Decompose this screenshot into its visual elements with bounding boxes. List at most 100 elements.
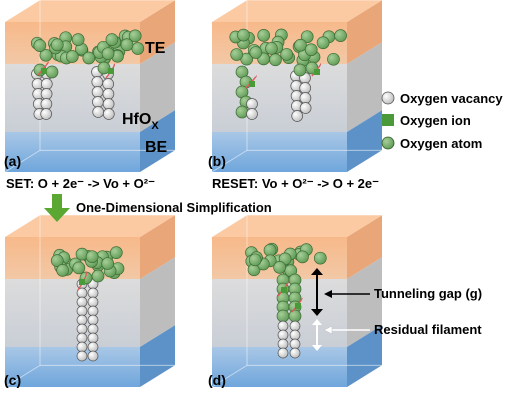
tunneling-gap-arrowhead-bottom	[311, 309, 323, 316]
oxygen-atom	[304, 43, 318, 57]
oxygen-atom	[101, 257, 115, 270]
oxygen-atom	[280, 48, 294, 61]
oxygen-atom	[288, 309, 302, 323]
top-electrode-side	[347, 0, 382, 65]
legend-label-oxygen-vacancy: Oxygen vacancy	[400, 91, 503, 106]
oxygen-vacancy	[87, 323, 99, 335]
oxygen-vacancy	[246, 98, 258, 110]
oxygen-atom	[230, 48, 244, 61]
oxide-side	[347, 42, 382, 132]
bottom-electrode-side	[347, 110, 382, 172]
oxygen-atom	[249, 46, 263, 59]
oxygen-ion-icon	[382, 114, 394, 126]
oxygen-vacancy	[289, 338, 301, 350]
oxygen-vacancy	[76, 314, 88, 326]
back-edge	[211, 364, 248, 388]
oxygen-vacancy	[87, 332, 99, 344]
oxygen-atom	[248, 253, 262, 267]
legend-label-oxygen-ion: Oxygen ion	[400, 113, 471, 128]
tunneling-gap-label: Tunneling gap (g)	[374, 286, 482, 301]
tunneling-gap-arrowhead-top	[311, 268, 323, 275]
oxygen-vacancy	[76, 332, 88, 344]
oxygen-atom	[316, 36, 330, 50]
oxygen-atom	[56, 264, 69, 277]
oxide-side	[347, 257, 382, 347]
oxygen-ion	[41, 68, 47, 74]
oxygen-atom	[72, 261, 86, 275]
oxygen-atom	[265, 42, 278, 55]
ion-migration-link	[77, 271, 88, 291]
oxygen-vacancy	[40, 88, 53, 100]
back-edge	[4, 149, 41, 173]
bottom-electrode-front	[212, 132, 347, 172]
oxygen-vacancy-icon	[381, 91, 395, 105]
top-electrode-side	[140, 215, 175, 279]
reset-equation: RESET: Vo + O²⁻ -> O + 2e⁻	[212, 176, 379, 191]
oxygen-atom	[313, 251, 327, 265]
ion-migration-link	[245, 75, 257, 89]
oxygen-atom	[85, 250, 99, 264]
oxygen-vacancy	[299, 82, 312, 94]
top-electrode-side	[347, 215, 382, 279]
oxygen-vacancy	[277, 338, 289, 350]
oxygen-vacancy	[40, 108, 53, 120]
oxygen-ion	[314, 69, 320, 75]
oxygen-vacancy	[102, 88, 115, 100]
oxygen-atom	[101, 47, 115, 61]
oxygen-vacancy	[87, 314, 99, 326]
oxygen-vacancy	[76, 296, 88, 308]
label-top-electrode: TE	[145, 40, 166, 57]
oxygen-vacancy	[291, 110, 304, 122]
bottom-electrode-side	[140, 325, 175, 387]
panel-label-c: (c)	[4, 372, 21, 388]
oxygen-atom	[334, 29, 347, 42]
oxygen-vacancy	[289, 320, 301, 332]
top-face	[212, 215, 382, 237]
top-face	[5, 215, 175, 237]
device-cube-d	[211, 215, 382, 388]
oxygen-atom	[263, 243, 277, 257]
oxygen-vacancy	[87, 341, 99, 353]
oxygen-ion	[108, 68, 114, 74]
oxygen-atom	[105, 33, 119, 46]
oxygen-vacancy	[76, 350, 88, 362]
top-electrode-side	[140, 0, 175, 65]
oxygen-vacancy	[76, 305, 88, 317]
oxygen-atom	[293, 63, 307, 77]
oxygen-ion	[249, 81, 255, 87]
residual-filament-arrowhead-top	[312, 319, 322, 325]
oxygen-atom	[269, 53, 282, 67]
oxygen-vacancy	[76, 341, 88, 353]
oxygen-atom	[33, 39, 47, 52]
oxygen-ion	[295, 303, 301, 309]
residual-filament-arrowhead-bottom	[312, 345, 322, 351]
oxygen-vacancy	[102, 78, 115, 90]
oxygen-vacancy	[76, 323, 88, 335]
simplification-label: One-Dimensional Simplification	[76, 200, 272, 215]
oxygen-ion	[281, 287, 287, 293]
residual-filament-label: Residual filament	[374, 322, 482, 337]
oxygen-atom	[237, 28, 250, 42]
oxygen-atom	[39, 48, 53, 62]
legend-label-oxygen-atom: Oxygen atom	[400, 136, 482, 151]
oxygen-atom	[273, 261, 286, 274]
ion-migration-link	[311, 63, 322, 77]
oxygen-vacancy	[299, 92, 312, 104]
oxygen-atom	[82, 51, 96, 65]
oxide-front	[212, 64, 347, 132]
oxygen-atom	[109, 246, 123, 260]
oxygen-vacancy	[289, 329, 301, 341]
ion-migration-link	[277, 281, 289, 297]
oxide-side	[140, 257, 175, 347]
oxygen-atom	[235, 105, 249, 119]
oxide-front	[5, 64, 140, 132]
oxygen-atom	[300, 30, 314, 44]
oxygen-vacancy	[87, 350, 99, 362]
oxygen-atom	[45, 65, 59, 79]
label-oxide: HfOX	[122, 111, 159, 132]
ion-migration-link	[291, 297, 303, 313]
oxygen-atom	[65, 50, 79, 63]
bottom-electrode-front	[5, 132, 140, 172]
oxygen-vacancy	[277, 347, 289, 359]
oxygen-vacancy	[40, 78, 53, 90]
